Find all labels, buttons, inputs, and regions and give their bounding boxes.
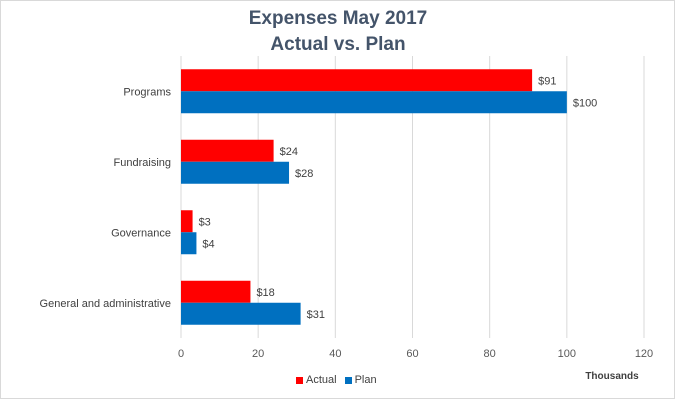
legend-swatch-actual — [296, 376, 303, 384]
data-label: $31 — [307, 309, 325, 321]
data-label: $4 — [202, 238, 214, 250]
legend-label-actual: Actual — [306, 374, 337, 386]
bar-actual-fundraising — [181, 139, 274, 162]
x-tick-label: 80 — [484, 348, 496, 360]
x-tick-label: 120 — [635, 348, 653, 360]
x-tick-label: 100 — [558, 348, 576, 360]
bar-plan-governance — [181, 232, 197, 255]
category-label: Programs — [123, 86, 171, 98]
data-label: $100 — [573, 97, 597, 109]
x-tick-label: 60 — [406, 348, 418, 360]
data-label: $18 — [256, 287, 274, 299]
bar-plan-programs — [181, 91, 567, 114]
legend-label-plan: Plan — [354, 374, 377, 386]
bar-plan-general-and-administrative — [181, 302, 301, 325]
x-tick-label: 20 — [252, 348, 264, 360]
x-unit-label: Thousands — [585, 371, 639, 382]
x-tick-label: 40 — [329, 348, 341, 360]
legend: Actual Plan — [296, 374, 377, 386]
legend-item-plan: Plan — [344, 374, 377, 386]
category-label: General and administrative — [40, 298, 171, 310]
chart-title: Expenses May 2017 — [248, 8, 428, 29]
legend-swatch-plan — [344, 376, 352, 384]
data-label: $24 — [280, 146, 298, 158]
chart-subtitle: Actual vs. Plan — [270, 34, 406, 55]
data-label: $3 — [199, 216, 211, 228]
bar-plan-fundraising — [181, 161, 290, 184]
bar-actual-programs — [181, 69, 533, 92]
bar-actual-general-and-administrative — [181, 280, 251, 303]
legend-item-actual: Actual — [296, 374, 337, 386]
bar-actual-governance — [181, 210, 193, 233]
data-label: $28 — [295, 168, 313, 180]
category-label: Fundraising — [114, 157, 171, 169]
data-label: $91 — [538, 75, 556, 87]
category-label: Governance — [111, 227, 171, 239]
x-tick-label: 0 — [178, 348, 184, 360]
